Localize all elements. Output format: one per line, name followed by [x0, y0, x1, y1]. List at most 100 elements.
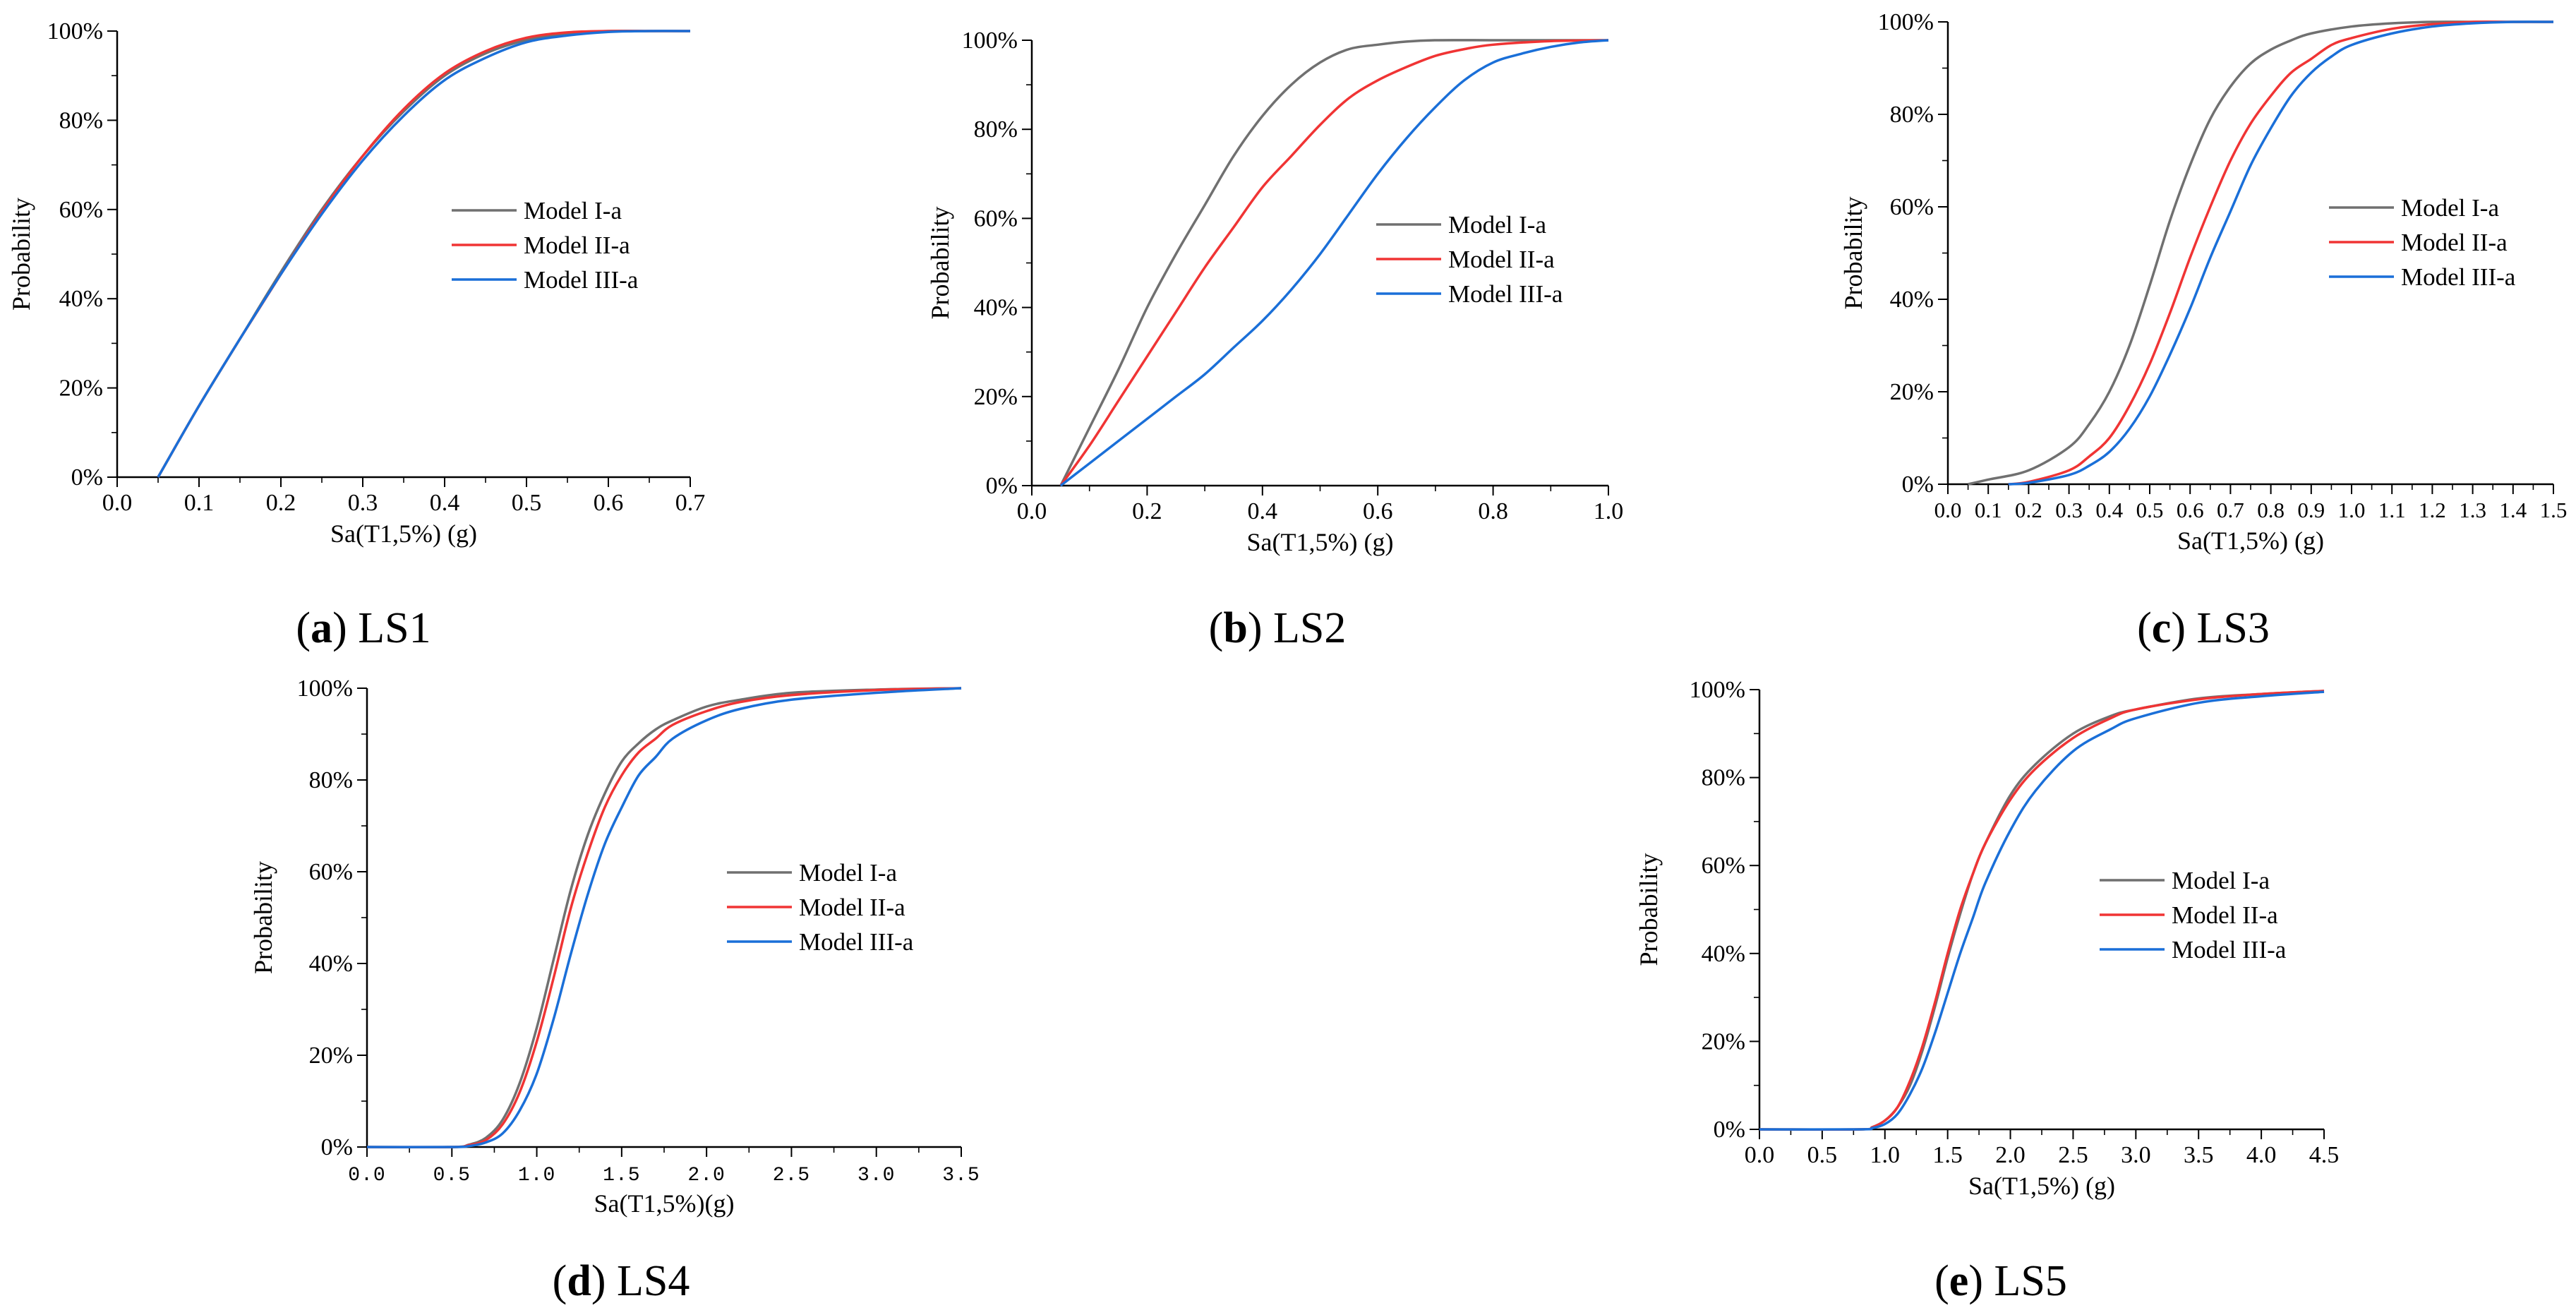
series-line-model-i-a [366, 687, 962, 1148]
y-tick-label: 100% [1690, 677, 1745, 703]
y-tick-label: 100% [47, 18, 103, 44]
legend-label: Model II-a [2172, 901, 2278, 929]
caption-letter: c [2152, 604, 2172, 652]
x-axis-title: Sa(T1,5%)(g) [594, 1189, 735, 1218]
x-tick-label: 0.1 [184, 490, 215, 516]
caption-text: LS4 [617, 1257, 690, 1305]
x-tick-label: 2.5 [2058, 1142, 2088, 1168]
y-tick-label: 0% [71, 464, 103, 491]
y-tick-label: 100% [962, 28, 1018, 54]
legend-label: Model II-a [799, 894, 905, 921]
x-tick-label: 1.0 [1594, 498, 1624, 524]
caption-text: LS2 [1273, 604, 1346, 652]
y-tick-label: 100% [1878, 9, 1934, 35]
legend-label: Model II-a [1448, 246, 1555, 273]
y-tick-label: 80% [1702, 765, 1745, 791]
y-tick-label: 0% [1902, 472, 1934, 498]
x-tick-label: 3.0 [2121, 1142, 2151, 1168]
subfigure-caption: (a) LS1 [296, 604, 431, 652]
x-tick-label: 0.2 [1132, 498, 1162, 524]
y-tick-label: 20% [309, 1043, 353, 1069]
x-tick-label: 3.5 [942, 1165, 980, 1187]
x-tick-label: 0.5 [1807, 1142, 1838, 1168]
legend-label: Model I-a [524, 197, 622, 224]
x-axis-title: Sa(T1,5%) (g) [330, 520, 477, 548]
x-tick-label: 0.1 [1975, 498, 2002, 522]
x-tick-label: 1.5 [2540, 498, 2568, 522]
y-axis-title: Probability [7, 198, 35, 311]
y-tick-label: 0% [986, 473, 1018, 499]
x-axis-title: Sa(T1,5%) (g) [1968, 1172, 2115, 1200]
caption-text: LS5 [1994, 1257, 2066, 1305]
x-tick-label: 0.7 [675, 490, 706, 516]
x-axis-title: Sa(T1,5%) (g) [1247, 528, 1394, 556]
series-line-model-iii-a [1759, 690, 2325, 1131]
y-axis-title: Probability [1635, 853, 1663, 966]
legend-label: Model I-a [799, 859, 897, 887]
subfigure-caption: (d) LS4 [553, 1257, 690, 1305]
y-axis-title: Probability [926, 207, 954, 320]
x-tick-label: 0.5 [2136, 498, 2164, 522]
legend-label: Model I-a [2401, 194, 2499, 222]
chart-a: 0% 20% 40% 60% 80% 100% 0.0 0.1 0.2 0.3 0.4 0.5 0.6 0… [7, 18, 705, 652]
x-tick-label: 1.5 [1932, 1142, 1963, 1168]
x-tick-label: 0.6 [2177, 498, 2204, 522]
y-tick-label: 20% [974, 384, 1018, 410]
chart-e: 0% 20% 40% 60% 80% 100% 0.0 0.5 1.0 1.5 2.0 2.5 3.0 3… [1635, 677, 2339, 1305]
y-tick-label: 60% [1702, 853, 1745, 879]
y-tick-label: 0% [1714, 1117, 1745, 1143]
x-tick-label: 1.3 [2459, 498, 2486, 522]
x-tick-label: 4.0 [2246, 1142, 2277, 1168]
x-tick-label: 2.0 [687, 1165, 725, 1187]
x-tick-label: 1.2 [2419, 498, 2446, 522]
y-tick-label: 60% [309, 859, 353, 885]
legend-label: Model III-a [524, 266, 639, 294]
x-tick-label: 0.0 [1934, 498, 1962, 522]
y-tick-label: 80% [309, 767, 353, 793]
x-tick-label: 0.4 [430, 490, 460, 516]
x-tick-label: 1.1 [2378, 498, 2406, 522]
subfigure-caption: (c) LS3 [2137, 604, 2270, 652]
x-tick-label: 0.5 [512, 490, 542, 516]
x-tick-label: 1.0 [2338, 498, 2366, 522]
series-line-model-iii-a [157, 30, 691, 478]
x-tick-label: 0.3 [348, 490, 378, 516]
y-tick-label: 40% [1702, 941, 1745, 967]
y-tick-label: 80% [59, 107, 103, 133]
x-tick-label: 4.5 [2309, 1142, 2340, 1168]
y-axis-title: Probability [1839, 197, 1867, 310]
chart-d: 0% 20% 40% 60% 80% 100% 0.0 0.5 1.0 1.5 2.0 2.5 3.0 3… [249, 675, 980, 1305]
subfigure-caption: (b) LS2 [1209, 604, 1347, 652]
x-tick-label: 0.8 [1478, 498, 1508, 524]
y-tick-label: 20% [59, 376, 103, 402]
y-tick-label: 60% [1890, 194, 1934, 220]
subfigure-caption: (e) LS5 [1934, 1257, 2067, 1305]
x-tick-label: 2.5 [773, 1165, 810, 1187]
x-tick-label: 1.4 [2499, 498, 2527, 522]
series-line-model-i-a [1968, 20, 2553, 486]
series-line-model-iii-a [1059, 39, 1609, 487]
x-tick-label: 2.0 [1995, 1142, 2026, 1168]
x-tick-label: 1.0 [1870, 1142, 1901, 1168]
series-line-model-ii-a [1759, 690, 2325, 1131]
legend-label: Model III-a [2172, 936, 2287, 963]
x-tick-label: 0.6 [594, 490, 624, 516]
caption-letter: d [567, 1257, 591, 1305]
legend-label: Model II-a [524, 232, 630, 259]
series-line-model-ii-a [366, 687, 962, 1148]
legend-label: Model I-a [1448, 211, 1546, 239]
chart-c: 0% 20% 40% 60% 80% 100% 0.0 0.1 0.2 0.3 0.4 0.5 0.6 0… [1839, 9, 2568, 652]
y-tick-label: 20% [1702, 1028, 1745, 1055]
y-tick-label: 80% [974, 116, 1018, 143]
x-tick-label: 3.0 [857, 1165, 895, 1187]
caption-letter: b [1223, 604, 1247, 652]
x-tick-label: 0.5 [433, 1165, 471, 1187]
x-tick-label: 0.7 [2217, 498, 2244, 522]
series-line-model-i-a [1059, 39, 1608, 486]
x-tick-label: 0.0 [102, 490, 133, 516]
x-axis-title: Sa(T1,5%) (g) [2177, 527, 2324, 555]
series-line-model-ii-a [2008, 20, 2553, 486]
y-tick-label: 40% [309, 951, 353, 977]
y-tick-label: 0% [321, 1134, 353, 1160]
